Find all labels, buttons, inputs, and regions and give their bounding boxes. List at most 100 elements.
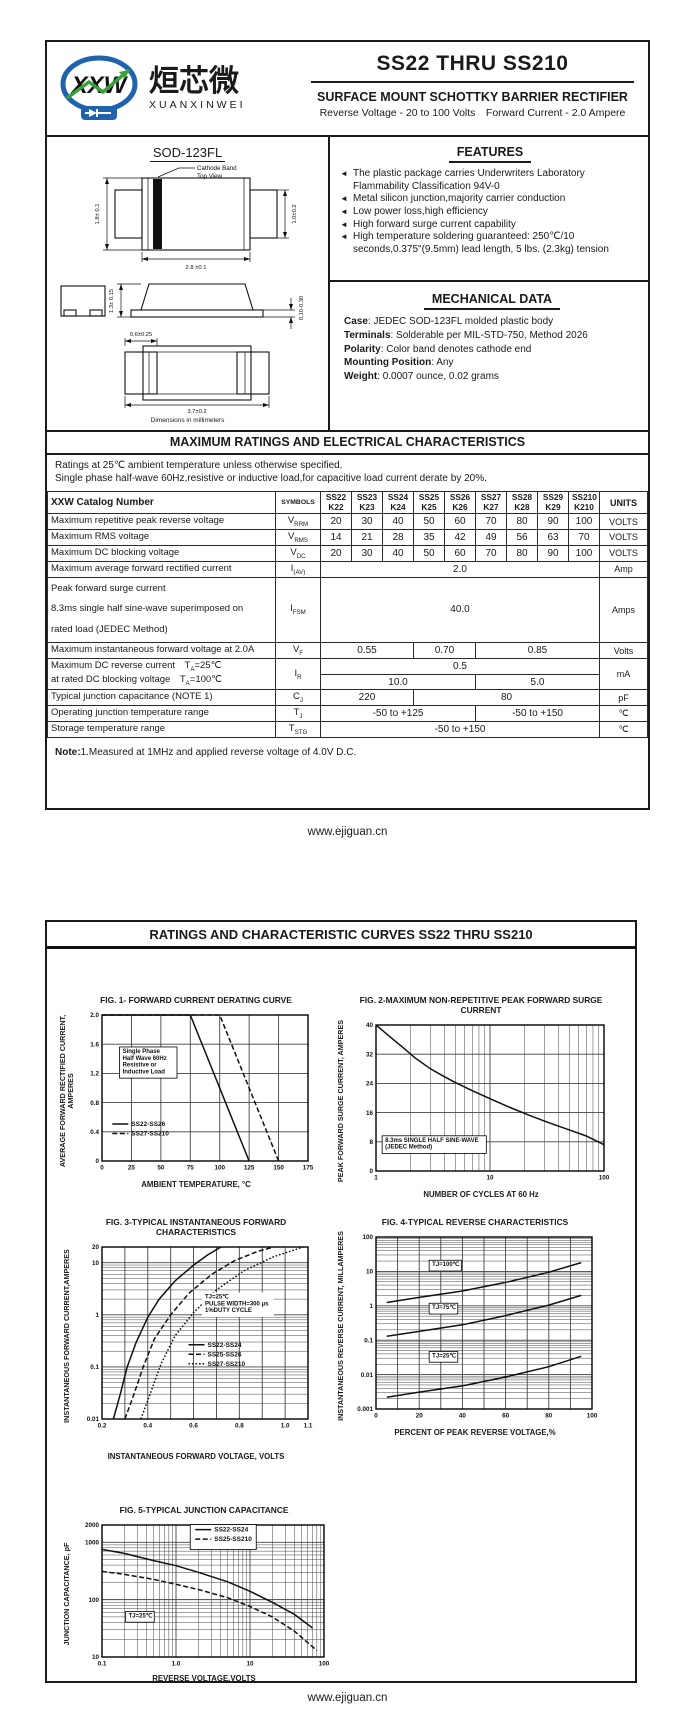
part-column-header: SS210 K210	[568, 490, 600, 515]
chart-annotation: Half Wave 60Hz	[123, 1056, 167, 1062]
svg-text:40: 40	[366, 1022, 374, 1029]
value-cell: 100	[568, 513, 600, 530]
symbol-cell: I(AV)	[275, 560, 321, 578]
value-cell: 20	[320, 544, 352, 562]
feature-item: ◄ High temperature soldering guaranteed: …	[340, 231, 640, 256]
series-line	[101, 1570, 318, 1652]
bullet-icon: ◄	[340, 194, 348, 204]
x-axis-label: INSTANTANEOUS FORWARD VOLTAGE, VOLTS	[107, 1452, 285, 1462]
svg-text:0: 0	[374, 1413, 378, 1420]
chart-fig1: 0 25 50 75 100 125 150 175 0 0.4 0.8 1.2 1.6 2.0 SS22-…	[90, 1012, 314, 1172]
value-cell: 80	[506, 513, 538, 530]
svg-text:1: 1	[374, 1175, 378, 1182]
series-line	[375, 1024, 605, 1146]
part-column-header: SS27 K27	[475, 490, 507, 515]
symbol-cell: IR	[275, 657, 321, 691]
svg-text:125: 125	[244, 1165, 255, 1172]
value-cell: 0.55	[320, 642, 414, 659]
value-cell: 0.85	[475, 642, 600, 659]
value-cell: 40.0	[320, 576, 600, 644]
x-axis-label: PERCENT OF PEAK REVERSE VOLTAGE,%	[394, 1428, 556, 1438]
svg-text:1: 1	[95, 1312, 99, 1319]
mechanical-row: Case: JEDEC SOD-123FL molded plastic bod…	[344, 316, 554, 327]
mechanical-row: Terminals: Solderable per MIL-STD-750, M…	[344, 329, 588, 341]
feature-item: ◄ Metal silicon junction,majority carrier…	[340, 193, 640, 206]
value-cell: 20	[320, 513, 352, 530]
value-cell: 80	[506, 544, 538, 562]
svg-text:175: 175	[303, 1165, 314, 1172]
y-axis-label: INSTANTANEOUS FORWARD CURRENT,AMPERES	[61, 1249, 71, 1424]
page2-footer: www.ejiguan.cn	[45, 1692, 650, 1704]
unit-cell: VOLTS	[599, 513, 648, 530]
symbol-cell: CJ	[275, 689, 321, 707]
feature-text: The plastic package carries Underwriters…	[353, 168, 585, 192]
website-link[interactable]: www.ejiguan.cn	[307, 1692, 388, 1704]
value-cell: 14	[320, 528, 352, 546]
table-row: Maximum average forward rectified curren…	[47, 560, 648, 578]
max-ratings-heading: MAXIMUM RATINGS AND ELECTRICAL CHARACTER…	[47, 432, 648, 455]
part-column-header: SS25 K25	[413, 490, 445, 515]
series-line	[102, 1014, 250, 1162]
dim-total-width: 3.7±0.2	[187, 409, 206, 414]
svg-text:20: 20	[416, 1413, 424, 1420]
features-list: ◄ The plastic package carries Underwriter…	[340, 168, 640, 257]
footnote-label: Note:	[55, 747, 81, 759]
svg-text:0.1: 0.1	[90, 1364, 99, 1371]
symbol-cell: VF	[275, 642, 321, 659]
feature-text: Metal silicon junction,majority carrier …	[353, 193, 566, 205]
value-cell: -50 to +125	[320, 705, 476, 723]
figure-title: FIG. 4-TYPICAL REVERSE CHARACTERISTICS	[381, 1217, 569, 1227]
symbol-cell: VRMS	[275, 528, 321, 546]
value-cell: 0.70	[413, 642, 476, 659]
dimensions-note: Dimensions in millimeters	[150, 417, 225, 424]
chart-annotation: (JEDEC Method)	[385, 1145, 432, 1151]
table-header-row: XXW Catalog Number SYMBOLS SS22 K22 SS23 K23 S…	[47, 490, 648, 515]
chart-annotation: Resistive or	[123, 1063, 158, 1069]
svg-text:1.0: 1.0	[281, 1423, 290, 1430]
mechanical-row: Polarity: Color band denotes cathode end	[344, 343, 532, 355]
dim-height: 1.3± 0.15	[109, 289, 115, 313]
chart-fig3: 0.2 0.4 0.6 0.8 1.0 1.1 0.01 0.1 1 10 20 SS22-SS24 S…	[87, 1244, 313, 1430]
svg-text:10: 10	[486, 1175, 494, 1182]
part-column-header: SS24 K24	[382, 490, 414, 515]
svg-text:0: 0	[95, 1158, 99, 1165]
page1-footer: www.ejiguan.cn	[45, 826, 650, 838]
value-cell: 70	[475, 544, 507, 562]
value-cell: 220	[320, 689, 414, 707]
parameter-label: Operating junction temperature range	[47, 705, 276, 723]
value-cell: 100	[568, 544, 600, 562]
value-cell: 60	[444, 544, 476, 562]
legend-entry: SS22-SS26	[131, 1121, 165, 1128]
svg-text:40: 40	[459, 1413, 467, 1420]
package-name: SOD-123FL	[47, 145, 328, 162]
chart-annotation: PULSE WIDTH=300 μs	[205, 1302, 269, 1308]
figure-fig1: FIG. 1- FORWARD CURRENT DERATING CURVE AV…	[57, 995, 317, 1189]
parameter-label: Maximum RMS voltage	[47, 528, 276, 546]
dim-body-width: 2.8 ±0.1	[186, 265, 207, 271]
parameter-label: Typical junction capacitance (NOTE 1)	[47, 689, 276, 707]
feature-text: Low power loss,high efficiency	[353, 206, 488, 218]
figure-fig3: FIG. 3-TYPICAL INSTANTANEOUS FORWARD CHA…	[59, 1217, 317, 1461]
value-cell: 60	[444, 513, 476, 530]
value-cell: 2.0	[320, 560, 600, 578]
table-row: Peak forward surge current 8.3ms single h…	[47, 576, 648, 644]
legend-entry: SS27-SS210	[131, 1131, 169, 1138]
svg-text:0.4: 0.4	[143, 1423, 152, 1430]
website-link[interactable]: www.ejiguan.cn	[307, 826, 388, 838]
svg-text:100: 100	[587, 1413, 598, 1420]
part-column-header: SS29 K29	[537, 490, 569, 515]
value-cell: 90	[537, 544, 569, 562]
y-axis-label: AVERAGE FORWARD RECTIFIED CURRENT, AMPER…	[57, 1014, 75, 1168]
ratings-note-2: Single phase half-wave 60Hz,resistive or…	[55, 473, 487, 484]
middle-section: SOD-123FL Cathode Band Top View 1.8± 0.1	[47, 137, 648, 432]
part-column-header: SS28 K28	[506, 490, 538, 515]
dim-standoff: 0.10-0.30	[299, 296, 305, 321]
figure-fig5: FIG. 5-TYPICAL JUNCTION CAPACITANCE JUNCT…	[59, 1505, 333, 1683]
value-cell: 5.0	[475, 673, 600, 691]
svg-text:2000: 2000	[85, 1522, 100, 1529]
svg-text:2.0: 2.0	[90, 1012, 99, 1019]
bullet-icon: ◄	[340, 232, 348, 242]
value-cell: 90	[537, 513, 569, 530]
company-name: 烜芯微 XUANXINWEI	[149, 66, 246, 111]
right-panel: FEATURES ◄ The plastic package carries Un…	[330, 137, 648, 430]
